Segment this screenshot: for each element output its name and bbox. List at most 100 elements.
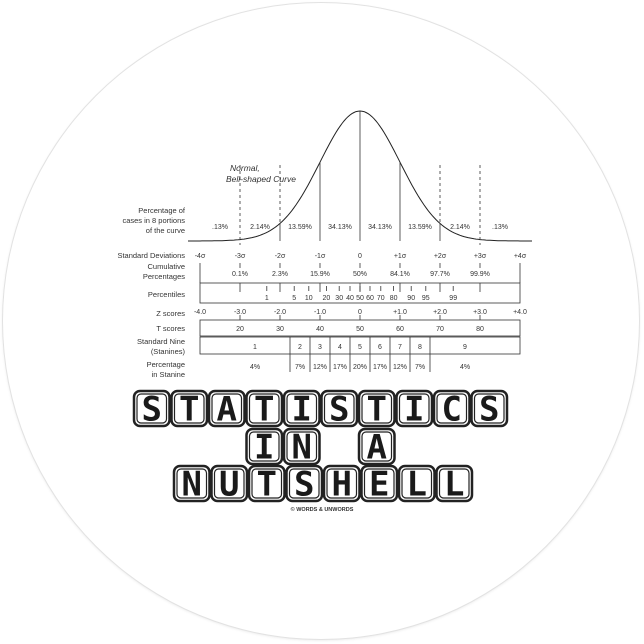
percentile-label: 30	[335, 295, 343, 302]
letter-tile	[282, 427, 321, 466]
percentile-label: 90	[407, 295, 415, 302]
row-label-stanine: (Stanines)	[151, 347, 186, 356]
portion-label: 34.13%	[368, 224, 392, 231]
row-label-portions: Percentage of	[138, 206, 186, 215]
z-score-label: 0	[358, 309, 362, 316]
sd-label: +1σ	[394, 253, 407, 260]
stanine-label: 9	[463, 344, 467, 351]
portion-label: .13%	[492, 224, 508, 231]
letter-tile-inner	[251, 468, 283, 499]
letter-tile-inner	[363, 468, 395, 499]
percentile-label: 70	[377, 295, 385, 302]
sd-label: +3σ	[474, 253, 487, 260]
letter-tile	[132, 389, 171, 428]
letter-tile	[435, 464, 474, 503]
curve-label: Bell-shaped Curve	[226, 174, 296, 184]
row-label-sd: Standard Deviations	[117, 251, 185, 260]
percentile-label: 50	[356, 295, 364, 302]
letter-tile	[170, 389, 209, 428]
stanine-label: 3	[318, 344, 322, 351]
z-score-label: -4.0	[194, 309, 206, 316]
letter-tile-inner	[248, 393, 280, 424]
cumulative-label: 99.9%	[470, 271, 490, 278]
row-label-cumulative: Percentages	[143, 272, 185, 281]
portion-label: 13.59%	[408, 224, 432, 231]
stanine-label: 4	[338, 344, 342, 351]
title-letter: C	[442, 390, 462, 430]
percentile-label: 20	[323, 295, 331, 302]
title-letter: A	[367, 428, 387, 468]
letter-tile-inner	[361, 393, 393, 424]
t-score-box	[199, 319, 521, 337]
sd-label: -4σ	[195, 253, 206, 260]
row-label-stanine: Standard Nine	[137, 337, 185, 346]
percentile-label: 60	[366, 295, 374, 302]
letter-tile	[320, 389, 359, 428]
title-letter: T	[179, 390, 199, 430]
z-score-label: +1.0	[393, 309, 407, 316]
t-score-label: 60	[396, 326, 404, 333]
letter-tile	[210, 464, 249, 503]
stanine-percentage: 7%	[415, 364, 425, 371]
letter-tile-inner	[173, 393, 205, 424]
title-letter: N	[182, 465, 202, 505]
stanine-label: 2	[298, 344, 302, 351]
title-letter: S	[142, 390, 162, 430]
copyright-text: © WORDS & UNWORDS	[291, 506, 354, 513]
stanine-percentage: 12%	[393, 364, 407, 371]
cumulative-label: 15.9%	[310, 271, 330, 278]
percentile-label: 80	[390, 295, 398, 302]
cumulative-label: 50%	[353, 271, 367, 278]
title-letter: L	[444, 465, 464, 505]
z-score-label: -1.0	[314, 309, 326, 316]
sd-label: -3σ	[235, 253, 246, 260]
letter-tile-inner	[326, 468, 358, 499]
row-label-portions: cases in 8 portions	[122, 216, 185, 225]
percentile-label: 1	[265, 295, 269, 302]
row-label-z: Z scores	[156, 309, 185, 318]
stanine-percentage: 7%	[295, 364, 305, 371]
z-score-label: -2.0	[274, 309, 286, 316]
title-letter: S	[294, 465, 314, 505]
letter-tile-inner	[213, 468, 245, 499]
letter-tile	[470, 389, 509, 428]
stanine-percentage: 20%	[353, 364, 367, 371]
letter-tile-inner	[136, 393, 168, 424]
stanine-label: 6	[378, 344, 382, 351]
stanine-percentage: 12%	[313, 364, 327, 371]
letter-tile-inner	[211, 393, 243, 424]
percentile-label: 95	[422, 295, 430, 302]
title-letter: A	[217, 390, 237, 430]
stanine-percentage: 17%	[333, 364, 347, 371]
letter-tile-inner	[288, 468, 320, 499]
letter-tile-inner	[398, 393, 430, 424]
sd-label: +2σ	[434, 253, 447, 260]
title-letter: I	[404, 390, 424, 430]
cumulative-label: 84.1%	[390, 271, 410, 278]
letter-tile-inner	[323, 393, 355, 424]
percentile-label: 40	[346, 295, 354, 302]
letter-tile	[397, 464, 436, 503]
letter-tile	[207, 389, 246, 428]
letter-tile	[245, 427, 284, 466]
letter-tile	[285, 464, 324, 503]
title-letter: I	[292, 390, 312, 430]
stanine-label: 5	[358, 344, 362, 351]
row-label-stanine-pct: Percentage	[147, 360, 185, 369]
letter-tile-inner	[286, 431, 318, 462]
title-letter: U	[219, 465, 239, 505]
stanine-percentage: 4%	[250, 364, 260, 371]
portion-label: .13%	[212, 224, 228, 231]
portion-label: 2.14%	[450, 224, 470, 231]
title-letter: I	[254, 428, 274, 468]
sd-label: 0	[358, 253, 362, 260]
title-letter: L	[407, 465, 427, 505]
letter-tile-inner	[286, 393, 318, 424]
percentile-label: 99	[449, 295, 457, 302]
letter-tile-inner	[473, 393, 505, 424]
title-letter: E	[369, 465, 389, 505]
portion-label: 2.14%	[250, 224, 270, 231]
letter-tile	[172, 464, 211, 503]
letter-tile	[357, 389, 396, 428]
